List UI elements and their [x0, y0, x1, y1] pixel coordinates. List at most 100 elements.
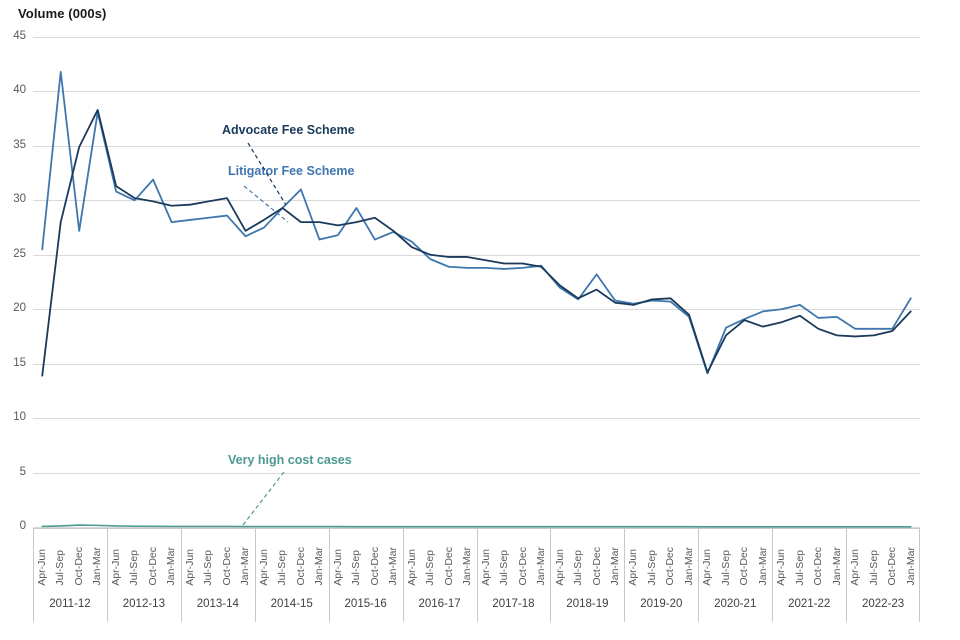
gridline [33, 418, 920, 420]
quarter-tick: Jul-Sep [717, 529, 735, 586]
quarter-label: Apr-Jun [405, 549, 418, 586]
quarter-label: Jan-Mar [904, 547, 917, 586]
quarter-tick: Apr-Jun [551, 529, 569, 586]
quarter-tick: Jul-Sep [569, 529, 587, 586]
quarter-tick: Apr-Jun [107, 529, 125, 586]
quarter-tick: Jan-Mar [458, 529, 476, 586]
quarter-tick: Apr-Jun [33, 529, 51, 586]
quarter-tick: Jan-Mar [310, 529, 328, 586]
fiscal-year-label: 2022-23 [846, 528, 920, 622]
y-axis-tick-label: 20 [13, 302, 26, 315]
quarter-tick: Oct-Dec [366, 529, 384, 586]
quarter-label: Oct-Dec [886, 547, 899, 586]
y-axis-tick-label: 40 [13, 84, 26, 97]
quarter-label: Apr-Jun [35, 549, 48, 586]
series-line-advocate-fee-scheme [41, 109, 912, 377]
quarter-tick: Jul-Sep [199, 529, 217, 586]
quarter-tick: Apr-Jun [403, 529, 421, 586]
quarter-label: Jan-Mar [239, 547, 252, 586]
quarter-tick: Jan-Mar [162, 529, 180, 586]
fiscal-year-label: 2011-12 [33, 528, 107, 622]
quarter-label: Apr-Jun [849, 549, 862, 586]
quarter-tick: Apr-Jun [255, 529, 273, 586]
quarter-tick: Oct-Dec [883, 529, 901, 586]
quarter-tick: Apr-Jun [698, 529, 716, 586]
fiscal-year-label: 2017-18 [476, 528, 551, 622]
quarter-label: Apr-Jun [553, 549, 566, 586]
quarter-tick: Jan-Mar [606, 529, 624, 586]
quarter-tick: Oct-Dec [809, 529, 827, 586]
quarter-tick: Jan-Mar [88, 529, 106, 586]
quarter-tick: Jul-Sep [643, 529, 661, 586]
gridline [33, 91, 920, 93]
fiscal-year-label: 2016-17 [402, 528, 477, 622]
quarter-label: Jan-Mar [91, 547, 104, 586]
quarter-label: Apr-Jun [775, 549, 788, 586]
quarter-label: Jul-Sep [350, 550, 363, 586]
fiscal-year-label: 2018-19 [550, 528, 624, 622]
quarter-label: Jul-Sep [202, 550, 215, 586]
fiscal-year-label-row: 2011-12 2012-13 2013-14 2014-15 2015-16 2016-… [33, 528, 920, 622]
fiscal-year-label: 2019-20 [624, 528, 698, 622]
quarter-label: Apr-Jun [183, 549, 196, 586]
x-axis-line [33, 528, 920, 529]
quarter-tick: Oct-Dec [70, 529, 88, 586]
quarter-label: Jan-Mar [313, 547, 326, 586]
quarter-label: Jan-Mar [387, 547, 400, 586]
series-line-litigator-fee-scheme [41, 70, 912, 375]
fiscal-year-label: 2015-16 [328, 528, 403, 622]
quarter-tick: Jan-Mar [754, 529, 772, 586]
fiscal-year-label: 2021-22 [772, 528, 846, 622]
fiscal-year-label: 2013-14 [180, 528, 255, 622]
quarter-tick: Jan-Mar [236, 529, 254, 586]
quarter-label: Oct-Dec [294, 547, 307, 586]
quarter-label: Oct-Dec [220, 547, 233, 586]
fiscal-year-label: 2014-15 [254, 528, 329, 622]
quarter-label: Jan-Mar [461, 547, 474, 586]
quarter-tick: Jan-Mar [828, 529, 846, 586]
quarter-label: Oct-Dec [590, 547, 603, 586]
quarter-tick: Oct-Dec [735, 529, 753, 586]
plot-area [33, 37, 920, 528]
quarter-tick: Jan-Mar [384, 529, 402, 586]
quarter-tick: Oct-Dec [514, 529, 532, 586]
quarter-label: Jul-Sep [719, 550, 732, 586]
y-axis-tick-label: 10 [13, 411, 26, 424]
quarter-label: Jul-Sep [498, 550, 511, 586]
quarter-tick: Apr-Jun [846, 529, 864, 586]
quarter-tick: Jul-Sep [791, 529, 809, 586]
quarter-tick: Oct-Dec [144, 529, 162, 586]
quarter-label: Apr-Jun [331, 549, 344, 586]
quarter-label: Jul-Sep [128, 550, 141, 586]
quarter-tick: Jan-Mar [532, 529, 550, 586]
y-axis-tick-label: 30 [13, 193, 26, 206]
quarter-tick: Jan-Mar [902, 529, 920, 586]
quarter-label: Jul-Sep [424, 550, 437, 586]
gridline [33, 254, 920, 256]
y-axis-tick-label: 5 [19, 465, 26, 478]
quarter-label: Jan-Mar [756, 547, 769, 586]
gridline [33, 309, 920, 311]
quarter-label: Oct-Dec [812, 547, 825, 586]
quarter-label: Jul-Sep [645, 550, 658, 586]
quarter-tick: Oct-Dec [218, 529, 236, 586]
quarter-label: Oct-Dec [146, 547, 159, 586]
quarter-label: Jan-Mar [609, 547, 621, 586]
series-lines [41, 70, 912, 528]
quarter-label: Apr-Jun [109, 549, 122, 586]
y-axis-tick-label: 35 [13, 138, 26, 151]
quarter-label: Jan-Mar [165, 547, 178, 586]
gridline [33, 37, 920, 38]
series-line-very-high-cost-cases [41, 524, 912, 528]
quarter-tick: Apr-Jun [329, 529, 347, 586]
quarter-tick: Apr-Jun [772, 529, 790, 586]
gridline [33, 145, 920, 147]
quarter-tick: Oct-Dec [292, 529, 310, 586]
quarter-label: Oct-Dec [368, 547, 381, 586]
chart-title: Volume (000s) [18, 6, 107, 21]
quarter-label: Jan-Mar [682, 547, 695, 586]
quarter-tick: Jul-Sep [421, 529, 439, 586]
fiscal-year-label: 2012-13 [106, 528, 181, 622]
quarter-label: Oct-Dec [664, 547, 677, 586]
